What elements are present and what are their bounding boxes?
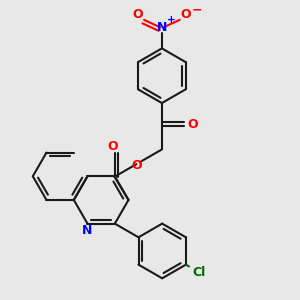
Text: O: O (187, 118, 197, 131)
Text: N: N (157, 21, 167, 34)
Text: O: O (132, 159, 142, 172)
Text: O: O (107, 140, 118, 153)
Text: +: + (167, 15, 176, 26)
Text: −: − (192, 3, 202, 16)
Text: Cl: Cl (192, 266, 206, 279)
Text: N: N (82, 224, 92, 237)
Text: O: O (133, 8, 143, 21)
Text: O: O (180, 8, 191, 21)
